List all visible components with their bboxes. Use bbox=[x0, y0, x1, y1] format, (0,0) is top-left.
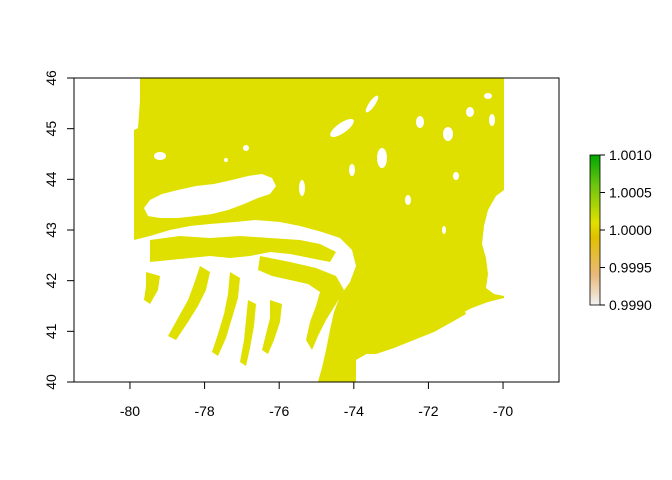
x-tick-label: -74 bbox=[344, 403, 364, 419]
x-tick-label: -80 bbox=[120, 403, 140, 419]
x-tick-label: -72 bbox=[418, 403, 438, 419]
x-tick-label: -78 bbox=[194, 403, 214, 419]
x-tick-label: -76 bbox=[269, 403, 289, 419]
land-southtip bbox=[318, 350, 356, 382]
y-tick-label: 45 bbox=[43, 121, 59, 137]
atlantic-south bbox=[356, 298, 504, 382]
legend-colorbar bbox=[589, 154, 601, 306]
y-tick-label: 44 bbox=[43, 171, 59, 187]
long-island bbox=[364, 310, 466, 354]
lake-edge-west bbox=[134, 78, 140, 130]
y-tick-label: 43 bbox=[43, 222, 59, 238]
y-axis: 40 41 42 43 44 45 46 bbox=[43, 70, 75, 390]
scattered-lakes bbox=[154, 93, 495, 234]
legend-ticks: 1.0010 1.0005 1.0000 0.9995 0.9990 bbox=[600, 147, 652, 313]
y-tick-label: 40 bbox=[43, 374, 59, 390]
legend-tick-label: 1.0000 bbox=[609, 222, 652, 238]
x-tick-label: -70 bbox=[493, 403, 513, 419]
legend-tick-label: 1.0005 bbox=[609, 185, 652, 201]
raster-layer bbox=[134, 78, 504, 382]
legend-tick-label: 0.9990 bbox=[609, 297, 652, 313]
coast-east bbox=[482, 190, 504, 296]
lake-ontario bbox=[144, 174, 276, 218]
x-axis: -80 -78 -76 -74 -72 -70 bbox=[120, 381, 513, 419]
legend-tick-label: 0.9995 bbox=[609, 260, 652, 276]
y-tick-label: 42 bbox=[43, 273, 59, 289]
legend-tick-label: 1.0010 bbox=[609, 147, 652, 163]
river-network bbox=[144, 236, 344, 366]
y-tick-label: 41 bbox=[43, 323, 59, 339]
y-tick-label: 46 bbox=[43, 70, 59, 86]
nodata-southwest bbox=[134, 220, 356, 382]
legend: 1.0010 1.0005 1.0000 0.9995 0.9990 bbox=[589, 147, 652, 313]
